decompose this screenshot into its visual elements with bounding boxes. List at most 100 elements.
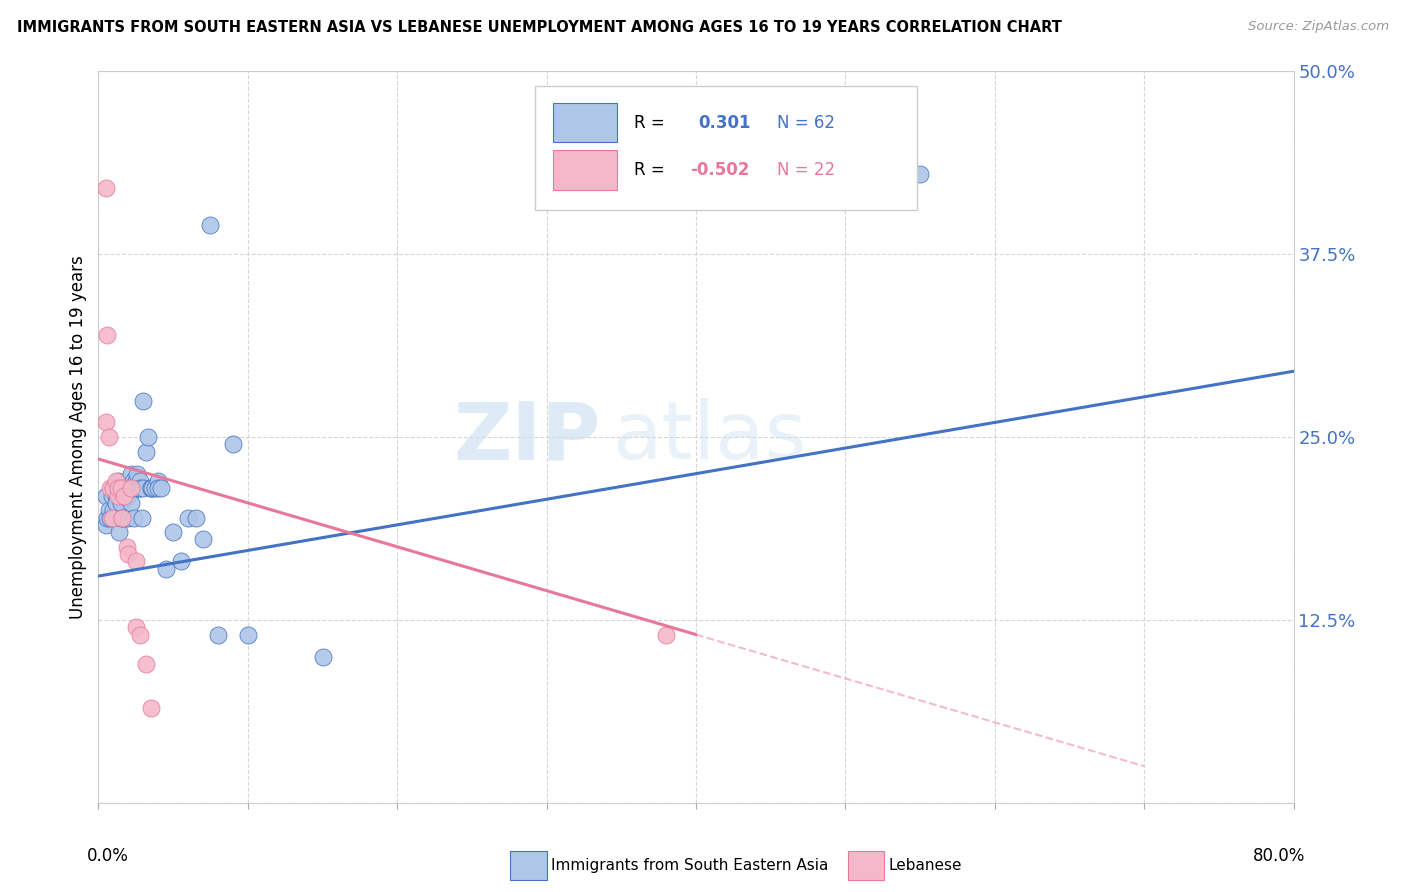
Text: atlas: atlas bbox=[613, 398, 807, 476]
Point bbox=[112, 489, 135, 503]
Text: 80.0%: 80.0% bbox=[1253, 847, 1306, 864]
Text: N = 22: N = 22 bbox=[778, 161, 835, 179]
Point bbox=[127, 481, 149, 495]
Point bbox=[155, 562, 177, 576]
Point bbox=[103, 510, 125, 524]
Point bbox=[115, 540, 138, 554]
Point bbox=[139, 481, 162, 495]
Point bbox=[107, 481, 129, 495]
Text: R =: R = bbox=[634, 161, 669, 179]
Text: N = 62: N = 62 bbox=[778, 113, 835, 131]
Point bbox=[120, 496, 142, 510]
Point bbox=[94, 416, 117, 430]
Point bbox=[97, 503, 120, 517]
Text: 0.0%: 0.0% bbox=[87, 847, 128, 864]
Point bbox=[111, 510, 134, 524]
Point bbox=[121, 474, 143, 488]
Point bbox=[110, 481, 132, 495]
Point bbox=[125, 481, 148, 495]
Point bbox=[131, 510, 153, 524]
Point bbox=[135, 657, 157, 671]
Point bbox=[200, 218, 222, 232]
Point bbox=[908, 167, 931, 181]
Point bbox=[103, 481, 125, 495]
Point bbox=[96, 510, 118, 524]
Point bbox=[94, 181, 117, 195]
Point bbox=[143, 481, 166, 495]
Point bbox=[136, 430, 159, 444]
Point bbox=[114, 510, 136, 524]
Point bbox=[125, 474, 148, 488]
Point bbox=[120, 467, 142, 481]
Point bbox=[94, 489, 117, 503]
Point bbox=[125, 620, 148, 634]
Point bbox=[132, 393, 155, 408]
Point bbox=[311, 649, 333, 664]
Point bbox=[110, 481, 132, 495]
Point bbox=[101, 510, 124, 524]
Point bbox=[114, 489, 136, 503]
Point bbox=[169, 554, 191, 568]
Point bbox=[117, 489, 139, 503]
Text: -0.502: -0.502 bbox=[690, 161, 749, 179]
Point bbox=[115, 481, 138, 495]
Point bbox=[107, 481, 129, 495]
Point bbox=[141, 481, 163, 495]
Point bbox=[112, 489, 135, 503]
Point bbox=[120, 481, 142, 495]
Point bbox=[98, 510, 122, 524]
FancyBboxPatch shape bbox=[553, 151, 617, 190]
Point bbox=[124, 510, 146, 524]
Point bbox=[96, 327, 118, 342]
Point bbox=[108, 525, 131, 540]
Point bbox=[120, 481, 142, 495]
Point bbox=[129, 481, 152, 495]
Point bbox=[125, 554, 148, 568]
Point bbox=[110, 510, 132, 524]
FancyBboxPatch shape bbox=[534, 86, 917, 211]
FancyBboxPatch shape bbox=[553, 103, 617, 143]
Point bbox=[107, 474, 129, 488]
Point bbox=[135, 444, 157, 458]
Point bbox=[150, 481, 173, 495]
Y-axis label: Unemployment Among Ages 16 to 19 years: Unemployment Among Ages 16 to 19 years bbox=[69, 255, 87, 619]
Point bbox=[105, 474, 128, 488]
Point bbox=[111, 481, 134, 495]
Point bbox=[162, 525, 184, 540]
Point bbox=[128, 481, 150, 495]
Point bbox=[191, 533, 214, 547]
Point bbox=[110, 496, 132, 510]
Point bbox=[127, 467, 149, 481]
Point bbox=[94, 517, 117, 532]
Point bbox=[148, 481, 170, 495]
Point bbox=[117, 547, 139, 561]
Point bbox=[98, 481, 122, 495]
Point bbox=[139, 700, 162, 714]
Point bbox=[111, 510, 134, 524]
Point bbox=[101, 489, 124, 503]
Text: IMMIGRANTS FROM SOUTH EASTERN ASIA VS LEBANESE UNEMPLOYMENT AMONG AGES 16 TO 19 : IMMIGRANTS FROM SOUTH EASTERN ASIA VS LE… bbox=[17, 20, 1062, 35]
Point bbox=[105, 496, 128, 510]
Text: ZIP: ZIP bbox=[453, 398, 600, 476]
Point bbox=[236, 627, 259, 641]
Point bbox=[132, 481, 155, 495]
Point bbox=[129, 627, 152, 641]
Point bbox=[139, 481, 162, 495]
Text: R =: R = bbox=[634, 113, 669, 131]
Text: Lebanese: Lebanese bbox=[889, 858, 962, 872]
Point bbox=[118, 481, 141, 495]
Text: Immigrants from South Eastern Asia: Immigrants from South Eastern Asia bbox=[551, 858, 828, 872]
Point bbox=[207, 627, 229, 641]
Point bbox=[97, 430, 120, 444]
Point bbox=[177, 510, 200, 524]
Point bbox=[103, 481, 125, 495]
Point bbox=[184, 510, 207, 524]
Text: 0.301: 0.301 bbox=[699, 113, 751, 131]
Point bbox=[655, 627, 678, 641]
Point bbox=[117, 510, 139, 524]
Point bbox=[222, 437, 245, 451]
Point bbox=[105, 489, 128, 503]
Point bbox=[129, 474, 152, 488]
Point bbox=[103, 503, 125, 517]
Point bbox=[107, 489, 129, 503]
